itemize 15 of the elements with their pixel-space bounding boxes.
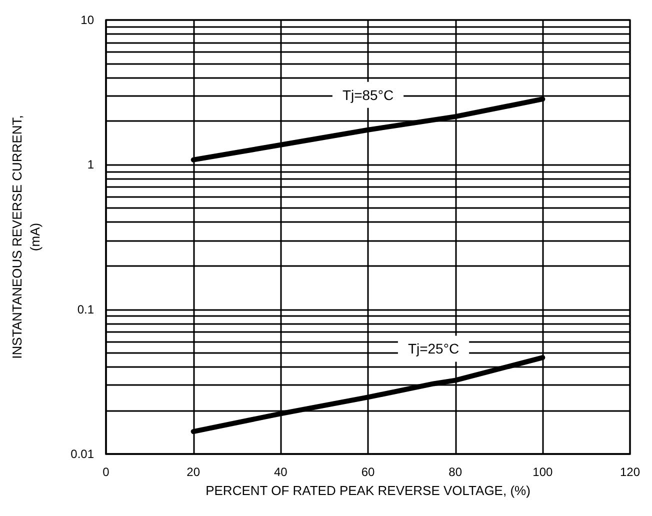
x-tick-label: 20 xyxy=(186,465,200,479)
y-tick-label: 10 xyxy=(80,13,94,27)
y-tick-label: 0.1 xyxy=(77,302,94,316)
x-tick-label: 120 xyxy=(620,465,640,479)
x-tick-label: 0 xyxy=(102,465,110,479)
y-tick-label: 1 xyxy=(87,158,94,172)
x-tick-label: 60 xyxy=(361,465,375,479)
x-axis-title: PERCENT OF RATED PEAK REVERSE VOLTAGE, (%) xyxy=(206,483,530,498)
y-axis-title: INSTANTANEOUS REVERSE CURRENT, (mA) xyxy=(10,115,42,359)
series-label: Tj=25°C xyxy=(408,340,460,357)
x-tick-label: 100 xyxy=(532,465,553,479)
y-tick-label: 0.01 xyxy=(70,447,94,461)
x-tick-label: 80 xyxy=(448,465,462,479)
series-label: Tj=85°C xyxy=(342,86,394,103)
x-tick-label: 40 xyxy=(274,465,288,479)
